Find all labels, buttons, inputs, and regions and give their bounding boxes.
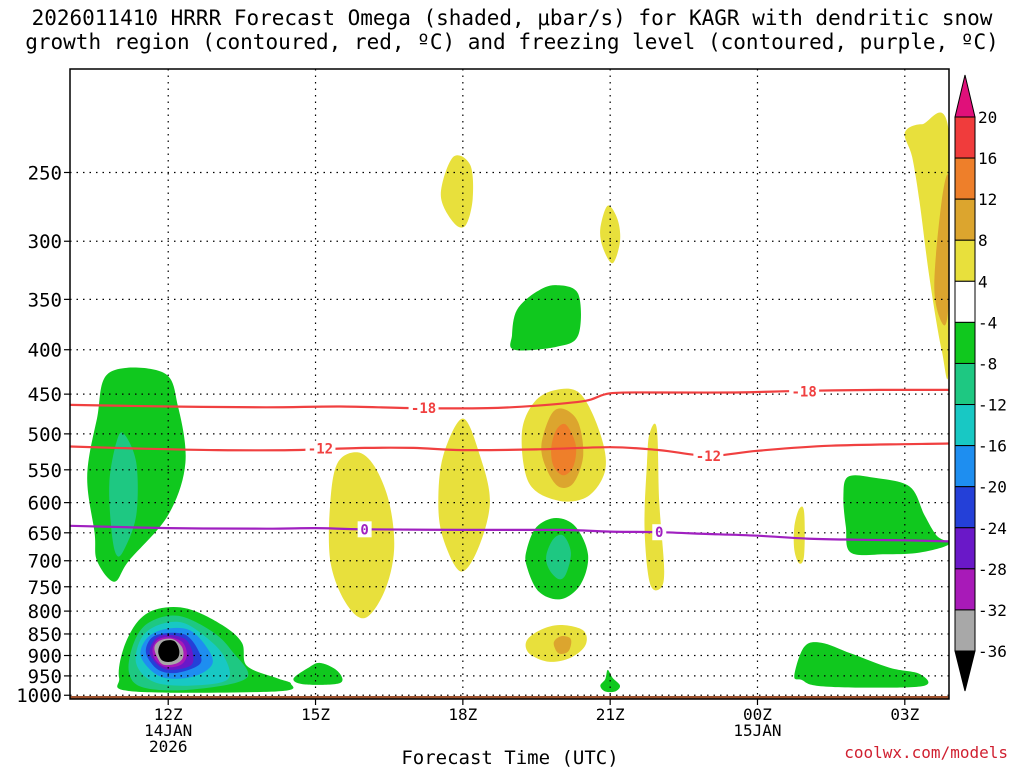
dgz-contour-minus12-label-bg-0 bbox=[305, 440, 336, 457]
x-tick-label-21Z: 21Z bbox=[596, 705, 625, 724]
omega-region-15z-low-green bbox=[293, 662, 343, 685]
y-tick-label-950: 950 bbox=[28, 666, 62, 688]
credit-link[interactable]: coolwx.com/models bbox=[844, 743, 1008, 762]
colorbar-label--16: -16 bbox=[978, 437, 1007, 456]
x-tick-date-00Z: 15JAN bbox=[733, 721, 781, 740]
y-tick-label-600: 600 bbox=[28, 493, 62, 515]
colorbar-bin--4-to-4 bbox=[954, 280, 976, 323]
colorbar-bin-20-to-24 bbox=[954, 74, 976, 118]
y-tick-label-300: 300 bbox=[28, 231, 62, 253]
colorbar-label-16: 16 bbox=[978, 149, 997, 168]
x-tick-date-12Z: 14JAN bbox=[144, 721, 192, 740]
dgz-contour-minus18-label-0: -18 bbox=[411, 401, 436, 417]
colorbar-bin-8-to-12 bbox=[954, 198, 976, 241]
freezing-level-contour-0-label-bg-0 bbox=[357, 521, 372, 538]
chart-title-line-2: growth region (contoured, red, ºC) and f… bbox=[25, 30, 999, 54]
x-axis-label: Forecast Time (UTC) bbox=[401, 747, 618, 768]
freezing-level-contour-0 bbox=[70, 524, 949, 543]
colorbar-bin--32-to--28 bbox=[954, 568, 976, 611]
omega-region-22z-mid-yellow bbox=[644, 423, 665, 591]
colorbar-label-4: 4 bbox=[978, 272, 988, 291]
colorbar-label--32: -32 bbox=[978, 601, 1007, 620]
omega-region-02z-mid-green bbox=[843, 475, 949, 556]
freezing-level-contour-0-label-bg-1 bbox=[652, 524, 667, 541]
y-tick-label-1000: 1000 bbox=[16, 685, 62, 707]
colorbar-bin--40-to--36 bbox=[954, 650, 976, 692]
colorbar-bin--24-to--20 bbox=[954, 486, 976, 529]
x-tick-label-03Z: 03Z bbox=[890, 705, 919, 724]
x-tick-label-00Z: 00Z bbox=[743, 705, 772, 724]
colorbar-label--28: -28 bbox=[978, 560, 1007, 579]
y-tick-label-900: 900 bbox=[28, 646, 62, 668]
dgz-contour-minus18-label-bg-0 bbox=[408, 400, 439, 417]
dgz-contour-minus18-label-bg-1 bbox=[789, 383, 820, 400]
colorbar-bin--8-to--4 bbox=[954, 321, 976, 364]
colorbar-label-8: 8 bbox=[978, 231, 988, 250]
omega-region-21z-upper-yellow bbox=[600, 205, 621, 264]
colorbar-bin-16-to-20 bbox=[954, 116, 976, 159]
colorbar-label--20: -20 bbox=[978, 478, 1007, 497]
omega-region-20z-mid-teal bbox=[546, 534, 571, 580]
y-tick-label-750: 750 bbox=[28, 577, 62, 599]
colorbar-label--36: -36 bbox=[978, 642, 1007, 661]
y-tick-label-650: 650 bbox=[28, 523, 62, 545]
colorbar-bin--20-to--16 bbox=[954, 445, 976, 488]
ground-surface bbox=[70, 696, 949, 699]
colorbar-bin--28-to--24 bbox=[954, 527, 976, 570]
colorbar-bin--16-to--12 bbox=[954, 404, 976, 447]
colorbar-bin--36-to--32 bbox=[954, 609, 976, 652]
omega-region-11z-upper-teal bbox=[109, 432, 138, 557]
colorbar-label--12: -12 bbox=[978, 396, 1007, 415]
x-tick-label-12Z: 12Z bbox=[154, 705, 183, 724]
omega-region-01z-mid-yellow bbox=[793, 506, 805, 564]
omega-region-12z-low-black bbox=[158, 640, 180, 662]
y-tick-label-700: 700 bbox=[28, 551, 62, 573]
freezing-level-contour-0-label-0: 0 bbox=[360, 522, 368, 538]
omega-region-03z-upper-gold bbox=[934, 174, 949, 326]
colorbar-label--24: -24 bbox=[978, 519, 1007, 538]
colorbar-bin--12-to--8 bbox=[954, 362, 976, 406]
colorbar-label-12: 12 bbox=[978, 190, 997, 209]
x-tick-year-12Z: 2026 bbox=[149, 737, 188, 756]
y-tick-label-550: 550 bbox=[28, 460, 62, 482]
omega-region-18z-upper-yellow bbox=[440, 155, 474, 228]
dgz-contour-minus18-label-1: -18 bbox=[791, 385, 816, 401]
dgz-contour-minus12-label-0: -12 bbox=[308, 442, 333, 458]
y-tick-label-250: 250 bbox=[28, 162, 62, 184]
colorbar-label--8: -8 bbox=[978, 354, 997, 373]
freezing-level-contour-0-label-1: 0 bbox=[655, 525, 663, 541]
y-tick-label-450: 450 bbox=[28, 384, 62, 406]
x-tick-label-15Z: 15Z bbox=[301, 705, 330, 724]
y-tick-label-800: 800 bbox=[28, 601, 62, 623]
dgz-contour-minus12-label-1: -12 bbox=[696, 449, 721, 465]
colorbar-bin-4-to-8 bbox=[954, 239, 976, 282]
y-tick-label-350: 350 bbox=[28, 289, 62, 311]
y-tick-label-850: 850 bbox=[28, 624, 62, 646]
chart-title-line-1: 2026011410 HRRR Forecast Omega (shaded, … bbox=[31, 6, 993, 30]
y-tick-label-500: 500 bbox=[28, 424, 62, 446]
omega-region-20z-low-gold bbox=[553, 636, 572, 655]
plot-frame bbox=[69, 68, 950, 700]
colorbar-label--4: -4 bbox=[978, 313, 997, 332]
dgz-contour-minus12 bbox=[70, 442, 949, 457]
x-tick-label-18Z: 18Z bbox=[448, 705, 477, 724]
colorbar-bin-12-to-16 bbox=[954, 157, 976, 200]
dgz-contour-minus12-label-bg-1 bbox=[693, 447, 724, 464]
omega-region-20z-upper-green bbox=[510, 285, 581, 351]
y-tick-label-400: 400 bbox=[28, 340, 62, 362]
omega-region-01z-low-green bbox=[794, 642, 929, 688]
colorbar-label-20: 20 bbox=[978, 108, 997, 127]
omega-region-18z-mid-yellow bbox=[438, 418, 490, 572]
